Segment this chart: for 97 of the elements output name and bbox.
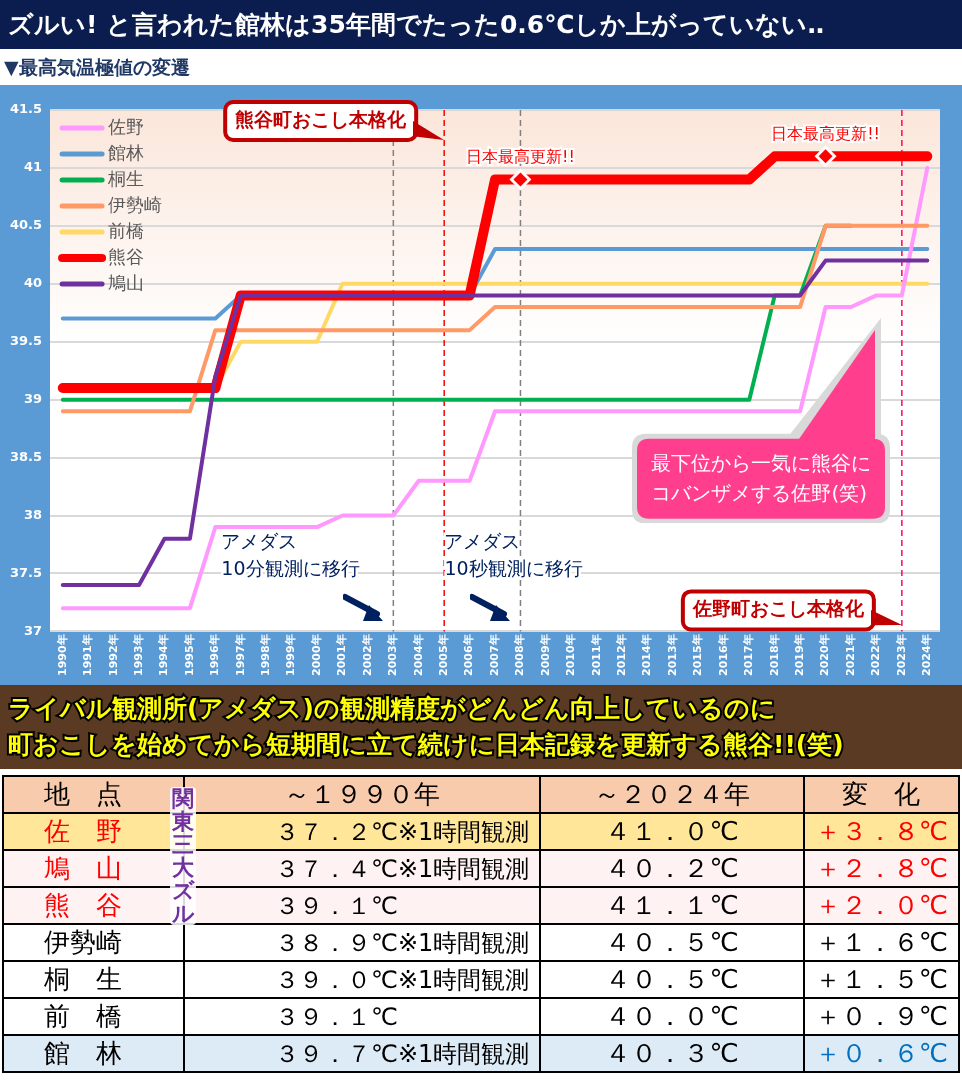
y-tick-label: 38.5 bbox=[10, 448, 43, 464]
x-tick-label: 2017年 bbox=[742, 634, 756, 677]
legend-label: 前橋 bbox=[108, 219, 145, 241]
x-tick-label: 2009年 bbox=[538, 634, 552, 677]
x-tick-label: 2020年 bbox=[818, 634, 832, 677]
x-tick-label: 1996年 bbox=[208, 634, 222, 677]
x-tick-label: 2011年 bbox=[589, 634, 603, 677]
text: ＋０．６℃ bbox=[814, 1038, 948, 1068]
text: ＋２．８℃ bbox=[814, 853, 948, 883]
category-label: 熊 谷 bbox=[44, 890, 122, 920]
y-tick-label: 40.5 bbox=[10, 217, 43, 233]
x-tick-label: 1999年 bbox=[284, 634, 298, 677]
x-tick-label: 2006年 bbox=[462, 634, 476, 677]
legend-label: 鳩山 bbox=[108, 271, 145, 293]
legend-label: 熊谷 bbox=[108, 245, 145, 267]
category-label: 鳩 山 bbox=[44, 853, 122, 883]
x-tick-label: 2019年 bbox=[793, 634, 807, 677]
annotation: 最下位から一気に熊谷に bbox=[651, 450, 872, 478]
y-tick-label: 39.5 bbox=[10, 333, 43, 349]
x-tick-label: 2014年 bbox=[640, 634, 654, 677]
x-tick-label: 1997年 bbox=[233, 634, 247, 677]
x-tick-label: 2003年 bbox=[386, 634, 400, 677]
annotation: 日本最高更新!! bbox=[771, 123, 880, 143]
ref-line-label: アメダス 10秒観測に移行 bbox=[444, 530, 583, 580]
x-tick-label: 2015年 bbox=[691, 634, 705, 677]
x-tick-label: 1991年 bbox=[81, 634, 95, 677]
y-tick-label: 37.5 bbox=[10, 564, 43, 580]
text: ３７．４℃※1時間観測 bbox=[275, 854, 530, 883]
text: ３９．７℃※1時間観測 bbox=[275, 1039, 530, 1068]
legend-label: 伊勢崎 bbox=[108, 193, 163, 215]
x-tick-label: 2000年 bbox=[309, 634, 323, 677]
category-label: 地 点 bbox=[44, 779, 122, 809]
category-label: 前 橋 bbox=[44, 1001, 122, 1031]
text: ＋１．５℃ bbox=[814, 964, 948, 994]
y-tick-label: 41.5 bbox=[10, 101, 43, 117]
text: ４０．５℃ bbox=[605, 964, 739, 994]
text: ３９．１℃ bbox=[275, 1002, 398, 1031]
x-tick-label: 2012年 bbox=[615, 634, 629, 677]
y-tick-label: 41 bbox=[23, 159, 43, 175]
text: ４０．３℃ bbox=[605, 1038, 739, 1068]
x-tick-label: 1993年 bbox=[131, 634, 145, 677]
y-tick-label: 40 bbox=[23, 275, 43, 291]
chart-subtitle: ▼最高気温極値の変遷 bbox=[0, 49, 962, 85]
x-tick-label: 1990年 bbox=[55, 634, 69, 677]
x-tick-label: 2001年 bbox=[335, 634, 349, 677]
category-label: 変 化 bbox=[803, 776, 959, 813]
text: ＋３．８℃ bbox=[814, 816, 948, 846]
x-tick-label: 2010年 bbox=[564, 634, 578, 677]
text: ３８．９℃※1時間観測 bbox=[275, 928, 530, 957]
x-tick-label: 2016年 bbox=[716, 634, 730, 677]
ref-line-label: アメダス 10分観測に移行 bbox=[221, 530, 360, 580]
text: ライバル観測所(アメダス)の観測精度がどんどん向上しているのに bbox=[8, 693, 777, 725]
x-tick-label: 2005年 bbox=[437, 634, 451, 677]
text: ４１．０℃ bbox=[605, 816, 739, 846]
category-label: 伊勢崎 bbox=[44, 927, 122, 957]
x-tick-label: 1992年 bbox=[106, 634, 120, 677]
text: 町おこしを始めてから短期間に立て続けに日本記録を更新する熊谷!!(笑) bbox=[8, 729, 845, 761]
text: ４１．１℃ bbox=[605, 890, 739, 920]
ref-line-label: 熊谷町おこし本格化 bbox=[235, 107, 408, 130]
text: ＋２．０℃ bbox=[814, 890, 948, 920]
text: ３９．１℃ bbox=[275, 891, 398, 920]
category-label: ～２０２４年 bbox=[540, 776, 804, 813]
x-tick-label: 2018年 bbox=[767, 634, 781, 677]
x-tick-label: 1995年 bbox=[182, 634, 196, 677]
x-tick-label: 2008年 bbox=[513, 634, 527, 677]
x-tick-label: 2004年 bbox=[411, 634, 425, 677]
category-label: 館 林 bbox=[44, 1038, 122, 1068]
ref-line-label: 佐野町おこし本格化 bbox=[691, 597, 865, 620]
text: ４０．０℃ bbox=[605, 1001, 739, 1031]
y-tick-label: 37 bbox=[23, 622, 43, 638]
x-tick-label: 2021年 bbox=[843, 634, 857, 677]
text: ＋０．９℃ bbox=[814, 1001, 948, 1031]
annotation: 日本最高更新!! bbox=[466, 146, 575, 166]
text: 関東三大ズル bbox=[170, 786, 196, 926]
x-tick-label: 2007年 bbox=[487, 634, 501, 677]
x-tick-label: 2013年 bbox=[665, 634, 679, 677]
text: ３７．２℃※1時間観測 bbox=[275, 817, 530, 846]
category-label: 桐 生 bbox=[44, 964, 122, 994]
category-label: ～１９９０年 bbox=[284, 779, 441, 809]
x-tick-label: 1998年 bbox=[259, 634, 273, 677]
legend-label: 桐生 bbox=[107, 167, 145, 189]
x-tick-label: 2002年 bbox=[360, 634, 374, 677]
text: ３９．０℃※1時間観測 bbox=[275, 965, 530, 994]
x-tick-label: 2023年 bbox=[894, 634, 908, 677]
category-label: 佐 野 bbox=[44, 816, 122, 846]
annotation: コバンザメする佐野(笑) bbox=[651, 480, 869, 508]
y-tick-label: 39 bbox=[23, 391, 43, 407]
y-tick-label: 38 bbox=[23, 506, 43, 522]
text: ４０．２℃ bbox=[605, 853, 739, 883]
legend-label: 館林 bbox=[108, 141, 145, 163]
chart-title: ズルい! と言われた館林は35年間でたった0.6℃しか上がっていない‥ bbox=[0, 0, 962, 49]
x-tick-label: 2022年 bbox=[869, 634, 883, 677]
legend-label: 佐野 bbox=[108, 115, 145, 137]
x-tick-label: 2024年 bbox=[920, 634, 934, 677]
text: ４０．５℃ bbox=[605, 927, 739, 957]
x-tick-label: 1994年 bbox=[157, 634, 171, 677]
text: ＋１．６℃ bbox=[814, 927, 948, 957]
